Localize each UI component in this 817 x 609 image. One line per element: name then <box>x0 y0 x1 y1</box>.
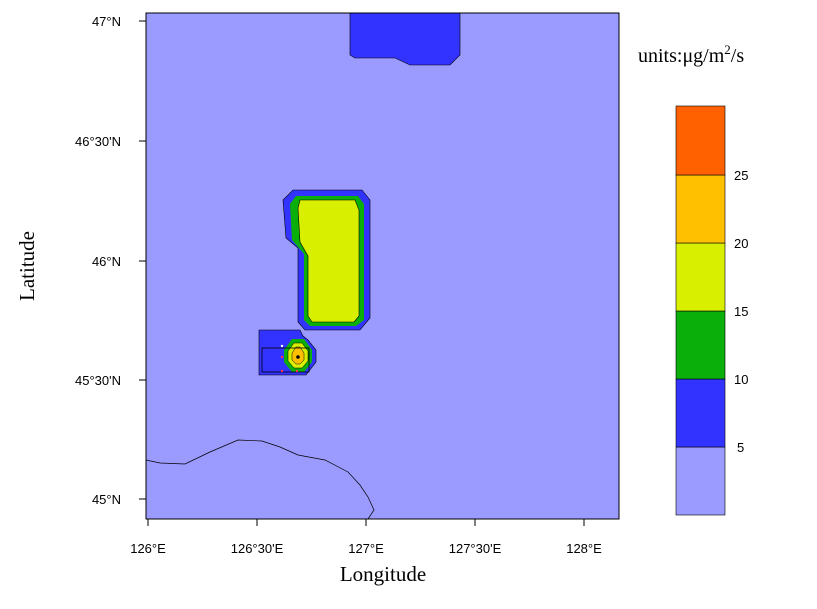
colorbar-level-label: 10 <box>734 372 748 387</box>
y-axis <box>139 20 146 500</box>
map-background-field <box>146 13 619 519</box>
colorbar-swatch <box>675 446 726 516</box>
colorbar-swatch <box>675 242 726 312</box>
station-marker <box>296 355 300 359</box>
boundary-line <box>145 439 375 520</box>
city-boundary <box>261 347 310 373</box>
x-tick-label: 128°E <box>566 541 602 556</box>
y-tick-label: 45°N <box>92 492 121 507</box>
x-axis <box>147 519 585 526</box>
x-tick-label: 126°30'E <box>231 541 284 556</box>
y-axis-label: Latitude <box>15 231 39 301</box>
colorbar-level-label: 5 <box>737 440 744 455</box>
colorbar-level-label: 25 <box>734 168 748 183</box>
x-tick-label: 127°E <box>348 541 384 556</box>
colorbar-swatch <box>675 378 726 448</box>
x-axis-label: Longitude <box>340 562 426 586</box>
y-tick-label: 46°N <box>92 254 121 269</box>
station-marker <box>295 369 299 373</box>
colorbar-swatch <box>675 310 726 380</box>
station-marker <box>280 369 284 373</box>
colorbar-level-label: 20 <box>734 236 748 251</box>
colorbar-swatch <box>675 174 726 244</box>
y-tick-label: 45°30'N <box>75 373 121 388</box>
x-tick-label: 127°30'E <box>449 541 502 556</box>
contour-top-blue <box>349 12 461 66</box>
contour-plume-yellow <box>297 199 360 323</box>
colorbar-level-label: 15 <box>734 304 748 319</box>
y-tick-label: 47°N <box>92 14 121 29</box>
station-marker <box>280 344 284 348</box>
units-label: units:μg/m2/s <box>638 42 744 67</box>
y-tick-label: 46°30'N <box>75 134 121 149</box>
station-marker <box>280 355 284 359</box>
map-frame <box>145 12 620 520</box>
x-tick-label: 126°E <box>130 541 166 556</box>
colorbar-swatch <box>675 105 726 176</box>
colorbar <box>675 105 726 516</box>
